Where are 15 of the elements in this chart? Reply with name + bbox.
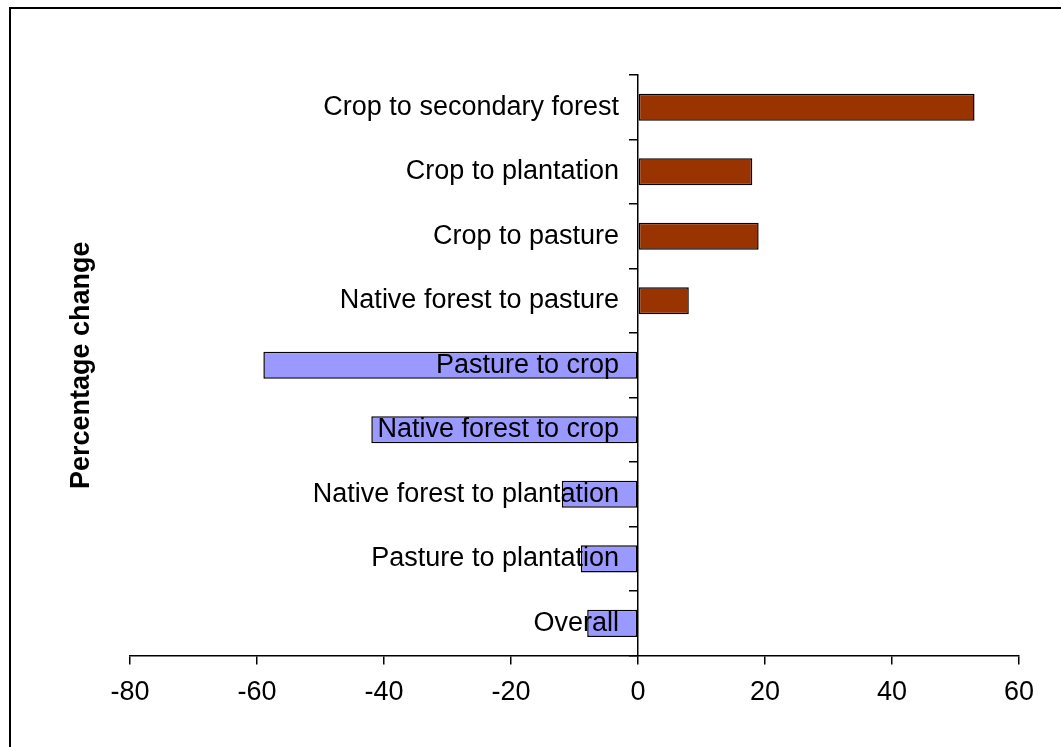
- x-tick-label: -20: [491, 676, 531, 707]
- y-axis-title: Percentage change: [65, 241, 96, 490]
- y-tick-label: Native forest to crop: [377, 413, 619, 444]
- x-tick-label: 20: [749, 676, 781, 707]
- y-tick-label: Crop to plantation: [405, 155, 619, 186]
- x-tick-label: 0: [630, 676, 646, 707]
- x-tick-label: 40: [876, 676, 908, 707]
- y-tick-label: Crop to pasture: [432, 219, 619, 250]
- x-tick-label: -60: [237, 676, 277, 707]
- y-tick-label: Native forest to pasture: [339, 284, 619, 315]
- x-tick-label: 60: [1003, 676, 1035, 707]
- x-tick-label: -40: [364, 676, 404, 707]
- y-tick-label: Pasture to crop: [435, 348, 619, 379]
- x-tick-label: -80: [110, 676, 150, 707]
- y-tick-label: Crop to secondary forest: [323, 90, 620, 121]
